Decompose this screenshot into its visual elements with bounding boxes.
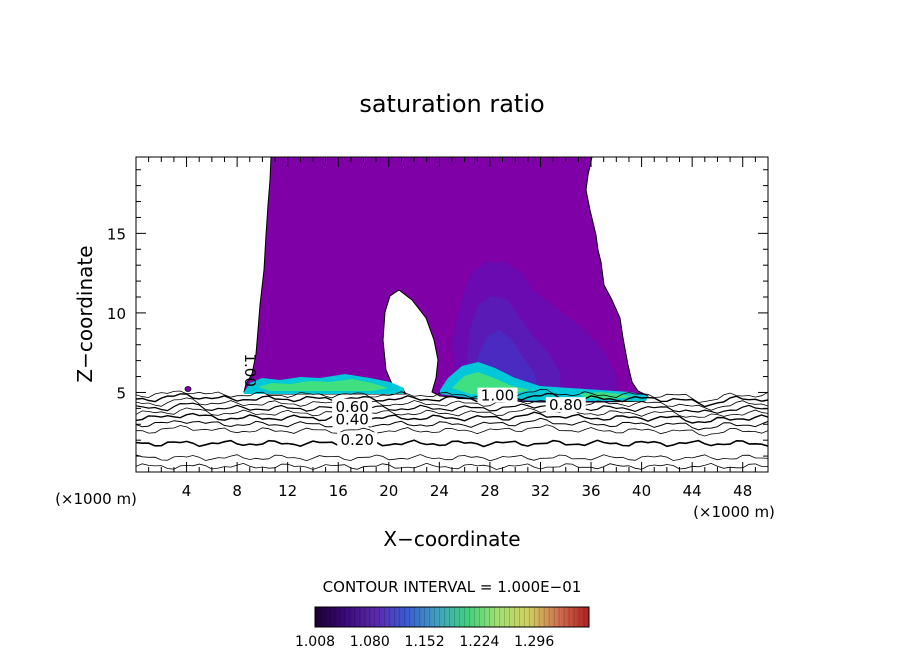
contour-line (136, 407, 768, 418)
contour-label: 0.20 (340, 431, 373, 449)
contour-label-bg (545, 397, 586, 413)
contour-line (136, 392, 768, 408)
x-tick-labels: 4 8 12 16 20 24 28 32 36 40 44 48 (182, 482, 752, 500)
y-axis-ticks (136, 169, 768, 457)
colorbar-tick-label: 1.224 (459, 634, 499, 650)
y-tick-label: 10 (107, 305, 126, 323)
colorbar-stripes (319, 607, 585, 627)
x-tick-label: 36 (581, 482, 600, 500)
x-tick-label: 40 (632, 482, 651, 500)
small-cloud-feature (184, 386, 192, 392)
contour-line (136, 388, 768, 403)
y-tick-label: 15 (107, 225, 126, 243)
contour-labels: 0.20 0.400.60 1.00 0.80 1.00 (241, 353, 586, 449)
x-unit-left: (×1000 m) (55, 490, 137, 508)
cloud-base-green-left (258, 379, 388, 391)
y-tick-labels: 5 10 15 (107, 225, 126, 402)
contour-label: 0.60 (335, 398, 368, 416)
contour-label-bg (337, 432, 378, 448)
x-axis-ticks (148, 157, 756, 472)
x-tick-label: 32 (531, 482, 550, 500)
x-unit-right: (×1000 m) (693, 503, 775, 521)
x-tick-label: 16 (329, 482, 348, 500)
contour-line (136, 411, 768, 424)
contour-line (136, 424, 768, 437)
contour-interval-label: CONTOUR INTERVAL = 1.000E−01 (323, 578, 582, 596)
x-tick-label: 28 (480, 482, 499, 500)
colorbar-fill (314, 606, 590, 628)
x-tick-label: 44 (683, 482, 702, 500)
contour-label-bg (332, 411, 373, 427)
x-tick-label: 20 (379, 482, 398, 500)
contour-label-bg (332, 398, 373, 414)
contour-label: 0.40 (335, 411, 368, 429)
x-tick-label: 48 (733, 482, 752, 500)
contour-line (136, 417, 768, 431)
x-tick-label: 24 (430, 482, 449, 500)
contour-line (136, 397, 768, 411)
contour-line (136, 454, 768, 462)
contour-label-bg (477, 387, 518, 403)
colorbar-tick-label: 1.296 (514, 634, 554, 650)
colorbar-tick-labels: 1.008 1.080 1.152 1.224 1.296 (295, 634, 554, 650)
contour-line (136, 439, 768, 448)
x-tick-label: 12 (278, 482, 297, 500)
colorbar-tick-label: 1.080 (350, 634, 390, 650)
colorbar: 1.008 1.080 1.152 1.224 1.296 (295, 606, 590, 650)
y-axis-label: Z−coordinate (73, 245, 97, 382)
contour-label: 0.80 (549, 396, 582, 414)
x-tick-label: 8 (232, 482, 242, 500)
y-tick-label: 5 (116, 384, 126, 402)
x-tick-label: 4 (182, 482, 192, 500)
contour-line (136, 402, 768, 414)
contour-lines (136, 388, 768, 470)
colorbar-tick-label: 1.008 (295, 634, 335, 650)
chart-title: saturation ratio (359, 90, 544, 118)
contour-label: 1.00 (481, 387, 514, 405)
contour-label: 1.00 (241, 353, 259, 386)
colorbar-tick-label: 1.152 (405, 634, 445, 650)
x-axis-label: X−coordinate (383, 527, 520, 551)
